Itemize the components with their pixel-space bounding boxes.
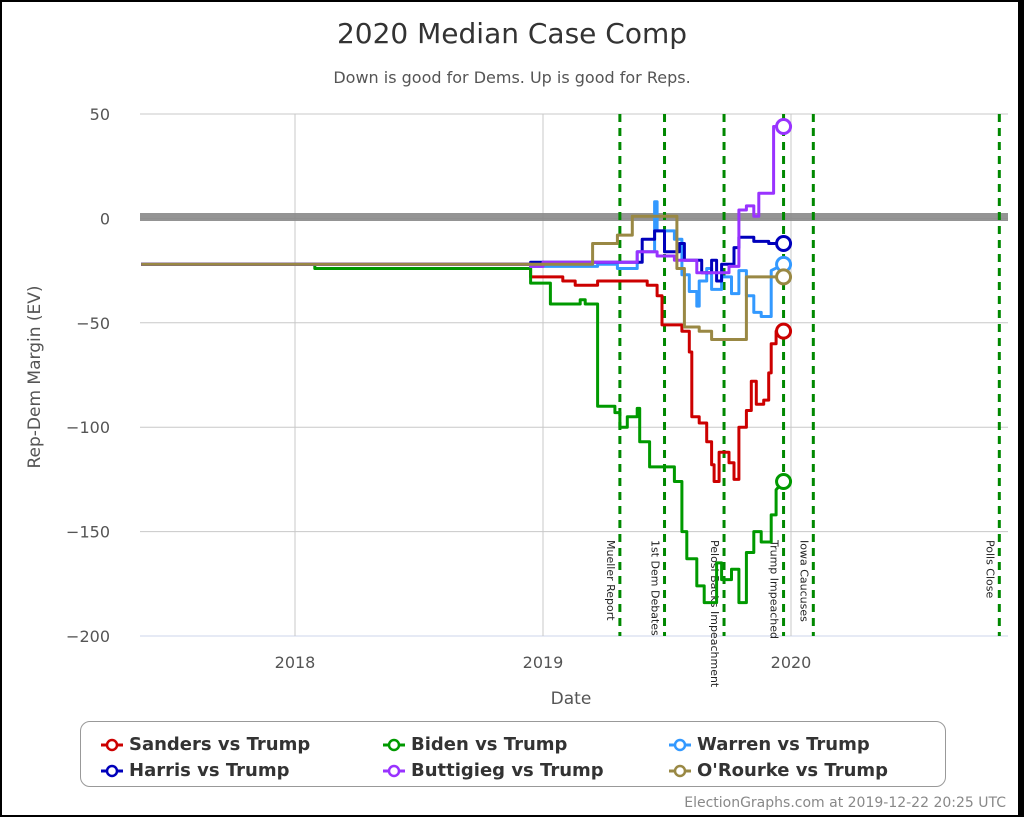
- series-line[interactable]: [141, 262, 784, 483]
- legend-item[interactable]: O'Rourke vs Trump: [669, 760, 888, 781]
- grid: [140, 113, 1008, 637]
- series-endpoint-marker[interactable]: [775, 322, 793, 340]
- y-tick-label: −100: [66, 418, 110, 437]
- chart-subtitle: Down is good for Dems. Up is good for Re…: [333, 68, 690, 87]
- x-axis-ticks: 2018 2019 2020: [275, 653, 812, 672]
- series-endpoint-marker[interactable]: [775, 268, 793, 286]
- event-label: Mueller Report: [604, 540, 617, 621]
- legend-marker-icon: [383, 738, 405, 751]
- legend-marker-icon: [669, 738, 691, 751]
- series-endpoint-marker[interactable]: [775, 118, 793, 136]
- series-line[interactable]: [141, 214, 784, 341]
- legend-item[interactable]: Harris vs Trump: [101, 760, 289, 781]
- legend-marker-icon: [383, 764, 405, 777]
- credit-text: ElectionGraphs.com at 2019-12-22 20:25 U…: [684, 795, 1006, 811]
- chart-title: 2020 Median Case Comp: [337, 17, 687, 50]
- series-endpoint-marker[interactable]: [775, 234, 793, 252]
- legend: Sanders vs Trump Biden vs Trump Warren vs …: [80, 721, 946, 787]
- event-label: Polls Close: [983, 540, 996, 599]
- y-axis-title: Rep-Dem Margin (EV): [25, 285, 45, 468]
- event-markers: Mueller Report 1st Dem Debates Pelosi Back…: [604, 114, 1001, 688]
- x-tick-label: 2019: [523, 653, 564, 672]
- legend-marker-icon: [101, 764, 123, 777]
- legend-label: Warren vs Trump: [697, 734, 870, 755]
- zero-line: [140, 213, 1008, 221]
- y-tick-label: −150: [66, 523, 110, 542]
- event-label: Trump Impeached: [768, 539, 781, 639]
- y-tick-label: −200: [66, 627, 110, 646]
- x-tick-label: 2018: [275, 653, 316, 672]
- legend-marker-icon: [101, 738, 123, 751]
- legend-item[interactable]: Biden vs Trump: [383, 734, 567, 755]
- y-tick-label: 0: [100, 209, 110, 228]
- legend-item[interactable]: Warren vs Trump: [669, 734, 870, 755]
- series-line[interactable]: [141, 125, 784, 275]
- series-line[interactable]: [141, 262, 785, 605]
- legend-label: Buttigieg vs Trump: [411, 760, 604, 781]
- legend-label: Harris vs Trump: [129, 760, 290, 781]
- legend-label: Sanders vs Trump: [129, 734, 311, 755]
- event-label: Iowa Caucuses: [797, 540, 810, 622]
- legend-marker-icon: [669, 764, 691, 777]
- series-lines: [141, 118, 793, 605]
- legend-item[interactable]: Sanders vs Trump: [101, 734, 310, 755]
- event-label: 1st Dem Debates: [649, 540, 662, 636]
- y-tick-label: −50: [76, 314, 110, 333]
- y-axis-ticks: 50 0 −50 −100 −150 −200: [66, 105, 110, 646]
- legend-label: O'Rourke vs Trump: [697, 760, 889, 781]
- y-tick-label: 50: [90, 105, 110, 124]
- legend-label: Biden vs Trump: [411, 734, 568, 755]
- series-endpoint-marker[interactable]: [775, 472, 793, 490]
- x-axis-title: Date: [551, 689, 592, 709]
- legend-item[interactable]: Buttigieg vs Trump: [383, 760, 604, 781]
- x-tick-label: 2020: [771, 653, 812, 672]
